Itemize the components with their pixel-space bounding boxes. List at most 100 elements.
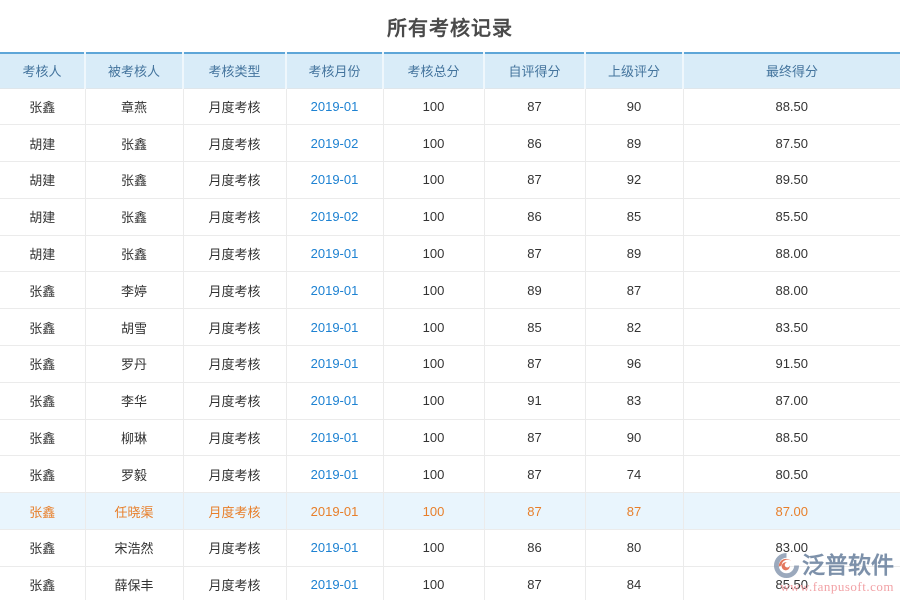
cell-type: 月度考核 xyxy=(183,419,287,457)
cell-assessee: 罗毅 xyxy=(85,455,184,494)
cell-superior: 85 xyxy=(585,198,684,236)
table-row[interactable]: 张鑫 罗丹 月度考核 2019-01 100 87 96 91.50 xyxy=(0,345,900,383)
cell-assessor: 胡建 xyxy=(0,161,86,199)
cell-assessee: 张鑫 xyxy=(85,198,184,236)
month-link[interactable]: 2019-01 xyxy=(310,282,359,298)
cell-assessor: 张鑫 xyxy=(0,271,86,310)
table-row[interactable]: 胡建 张鑫 月度考核 2019-02 100 86 89 87.50 xyxy=(0,124,900,163)
cell-month: 2019-02 xyxy=(286,198,384,236)
month-link[interactable]: 2019-02 xyxy=(310,209,359,225)
table-row[interactable]: 张鑫 李华 月度考核 2019-01 100 91 83 87.00 xyxy=(0,382,900,420)
cell-month: 2019-01 xyxy=(286,419,384,457)
cell-type: 月度考核 xyxy=(183,455,287,494)
cell-final: 88.50 xyxy=(683,88,900,126)
table-row[interactable]: 胡建 张鑫 月度考核 2019-01 100 87 89 88.00 xyxy=(0,235,900,273)
cell-assessor: 张鑫 xyxy=(0,345,86,383)
cell-assessor: 张鑫 xyxy=(0,492,86,531)
month-link[interactable]: 2019-01 xyxy=(310,466,359,482)
assessment-records-table: 考核人 被考核人 考核类型 考核月份 考核总分 自评得分 上级评分 最终得分 张… xyxy=(0,52,900,600)
table-row[interactable]: 胡建 张鑫 月度考核 2019-01 100 87 92 89.50 xyxy=(0,161,900,199)
cell-assessee: 李华 xyxy=(85,382,184,420)
table-row[interactable]: 张鑫 罗毅 月度考核 2019-01 100 87 74 80.50 xyxy=(0,455,900,494)
page-title: 所有考核记录 xyxy=(387,18,513,40)
month-link[interactable]: 2019-01 xyxy=(310,246,359,262)
month-link[interactable]: 2019-01 xyxy=(310,503,359,519)
cell-month: 2019-01 xyxy=(286,308,384,347)
table-row[interactable]: 张鑫 宋浩然 月度考核 2019-01 100 86 80 83.00 xyxy=(0,529,900,567)
cell-assessor: 张鑫 xyxy=(0,419,86,457)
cell-total: 100 xyxy=(383,198,485,236)
table-row[interactable]: 张鑫 柳琳 月度考核 2019-01 100 87 90 88.50 xyxy=(0,419,900,457)
cell-superior: 96 xyxy=(585,345,684,383)
cell-total: 100 xyxy=(383,566,485,600)
cell-total: 100 xyxy=(383,161,485,199)
cell-type: 月度考核 xyxy=(183,492,287,531)
cell-assessee: 张鑫 xyxy=(85,235,184,273)
cell-month: 2019-01 xyxy=(286,455,384,494)
month-link[interactable]: 2019-02 xyxy=(310,135,359,151)
cell-total: 100 xyxy=(383,308,485,347)
cell-final: 89.50 xyxy=(683,161,900,199)
month-link[interactable]: 2019-01 xyxy=(310,319,359,335)
table-row[interactable]: 张鑫 李婷 月度考核 2019-01 100 89 87 88.00 xyxy=(0,271,900,310)
cell-self: 87 xyxy=(484,161,586,199)
cell-superior: 74 xyxy=(585,455,684,494)
cell-type: 月度考核 xyxy=(183,382,287,420)
month-link[interactable]: 2019-01 xyxy=(310,98,359,114)
table-body: 张鑫 章燕 月度考核 2019-01 100 87 90 88.50 胡建 张鑫 月度考核 2019-… xyxy=(0,88,900,600)
cell-final: 85.50 xyxy=(683,566,900,600)
month-link[interactable]: 2019-01 xyxy=(310,393,359,409)
cell-assessee: 张鑫 xyxy=(85,161,184,199)
month-link[interactable]: 2019-01 xyxy=(310,577,359,593)
cell-total: 100 xyxy=(383,88,485,126)
cell-total: 100 xyxy=(383,124,485,163)
cell-type: 月度考核 xyxy=(183,566,287,600)
cell-assessor: 张鑫 xyxy=(0,382,86,420)
table-row[interactable]: 胡建 张鑫 月度考核 2019-02 100 86 85 85.50 xyxy=(0,198,900,236)
cell-month: 2019-01 xyxy=(286,345,384,383)
cell-superior: 87 xyxy=(585,492,684,531)
cell-type: 月度考核 xyxy=(183,198,287,236)
table-row[interactable]: 张鑫 章燕 月度考核 2019-01 100 87 90 88.50 xyxy=(0,88,900,126)
table-row[interactable]: 张鑫 任晓渠 月度考核 2019-01 100 87 87 87.00 xyxy=(0,492,900,531)
cell-assessor: 张鑫 xyxy=(0,566,86,600)
table-row[interactable]: 张鑫 胡雪 月度考核 2019-01 100 85 82 83.50 xyxy=(0,308,900,347)
col-header-total: 考核总分 xyxy=(383,53,485,89)
cell-self: 87 xyxy=(484,235,586,273)
cell-self: 87 xyxy=(484,88,586,126)
cell-month: 2019-01 xyxy=(286,492,384,531)
cell-type: 月度考核 xyxy=(183,124,287,163)
cell-final: 87.00 xyxy=(683,492,900,531)
month-link[interactable]: 2019-01 xyxy=(310,430,359,446)
cell-month: 2019-02 xyxy=(286,124,384,163)
cell-total: 100 xyxy=(383,235,485,273)
cell-final: 91.50 xyxy=(683,345,900,383)
cell-assessor: 胡建 xyxy=(0,124,86,163)
cell-type: 月度考核 xyxy=(183,529,287,567)
cell-assessee: 张鑫 xyxy=(85,124,184,163)
cell-self: 87 xyxy=(484,419,586,457)
cell-month: 2019-01 xyxy=(286,161,384,199)
cell-superior: 87 xyxy=(585,271,684,310)
cell-month: 2019-01 xyxy=(286,88,384,126)
cell-month: 2019-01 xyxy=(286,235,384,273)
cell-superior: 84 xyxy=(585,566,684,600)
month-link[interactable]: 2019-01 xyxy=(310,540,359,556)
cell-assessor: 胡建 xyxy=(0,198,86,236)
cell-superior: 89 xyxy=(585,235,684,273)
cell-type: 月度考核 xyxy=(183,271,287,310)
month-link[interactable]: 2019-01 xyxy=(310,356,359,372)
cell-month: 2019-01 xyxy=(286,382,384,420)
cell-total: 100 xyxy=(383,419,485,457)
table-row[interactable]: 张鑫 薛保丰 月度考核 2019-01 100 87 84 85.50 xyxy=(0,566,900,600)
cell-self: 87 xyxy=(484,455,586,494)
cell-assessor: 胡建 xyxy=(0,235,86,273)
cell-type: 月度考核 xyxy=(183,161,287,199)
col-header-self: 自评得分 xyxy=(484,53,586,89)
cell-superior: 80 xyxy=(585,529,684,567)
cell-assessee: 薛保丰 xyxy=(85,566,184,600)
cell-final: 83.00 xyxy=(683,529,900,567)
col-header-assessor: 考核人 xyxy=(0,53,86,89)
month-link[interactable]: 2019-01 xyxy=(310,172,359,188)
cell-month: 2019-01 xyxy=(286,566,384,600)
